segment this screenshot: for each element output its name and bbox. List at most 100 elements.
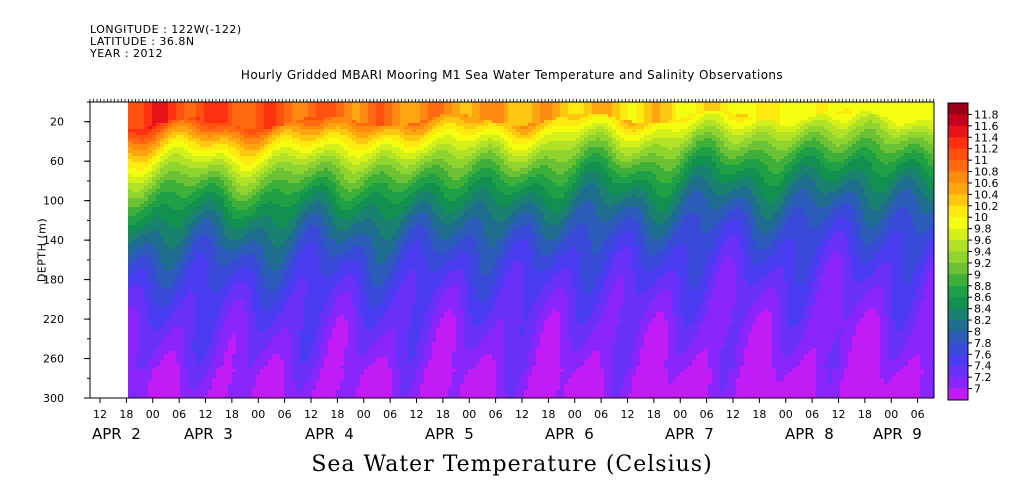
contour-cell bbox=[260, 327, 264, 330]
contour-cell bbox=[144, 159, 148, 162]
contour-cell bbox=[292, 345, 296, 348]
contour-cell bbox=[208, 375, 212, 378]
contour-cell bbox=[252, 348, 256, 351]
contour-cell bbox=[216, 324, 220, 327]
contour-cell bbox=[304, 357, 308, 360]
contour-cell bbox=[212, 147, 216, 150]
contour-cell bbox=[180, 219, 184, 222]
contour-cell bbox=[308, 153, 312, 156]
contour-cell bbox=[240, 273, 244, 276]
contour-cell bbox=[128, 285, 132, 288]
contour-cell bbox=[156, 123, 160, 126]
contour-cell bbox=[228, 180, 232, 183]
contour-cell bbox=[216, 105, 220, 108]
contour-cell bbox=[320, 117, 324, 120]
contour-cell bbox=[200, 141, 204, 144]
contour-cell bbox=[208, 243, 212, 246]
contour-cell bbox=[140, 135, 144, 138]
contour-cell bbox=[180, 243, 184, 246]
contour-cell bbox=[268, 120, 272, 123]
contour-cell bbox=[316, 159, 320, 162]
contour-cell bbox=[180, 372, 184, 375]
contour-cell bbox=[296, 195, 300, 198]
contour-cell bbox=[276, 162, 280, 165]
contour-cell bbox=[248, 108, 252, 111]
contour-cell bbox=[284, 150, 288, 153]
contour-cell bbox=[168, 321, 172, 324]
contour-cell bbox=[212, 348, 216, 351]
contour-cell bbox=[288, 288, 292, 291]
contour-cell bbox=[288, 336, 292, 339]
contour-cell bbox=[204, 237, 208, 240]
contour-cell bbox=[200, 237, 204, 240]
contour-cell bbox=[268, 147, 272, 150]
contour-cell bbox=[204, 177, 208, 180]
contour-cell bbox=[216, 294, 220, 297]
contour-cell bbox=[176, 321, 180, 324]
contour-cell bbox=[264, 177, 268, 180]
contour-cell bbox=[208, 300, 212, 303]
contour-cell bbox=[168, 153, 172, 156]
contour-cell bbox=[300, 387, 304, 390]
contour-cell bbox=[152, 249, 156, 252]
contour-cell bbox=[328, 204, 332, 207]
contour-cell bbox=[300, 120, 304, 123]
contour-cell bbox=[188, 357, 192, 360]
contour-cell bbox=[132, 123, 136, 126]
contour-cell bbox=[232, 105, 236, 108]
contour-cell bbox=[204, 387, 208, 390]
contour-cell bbox=[240, 264, 244, 267]
contour-cell bbox=[204, 156, 208, 159]
contour-cell bbox=[272, 378, 276, 381]
contour-cell bbox=[312, 144, 316, 147]
contour-cell bbox=[316, 177, 320, 180]
contour-cell bbox=[216, 360, 220, 363]
contour-cell bbox=[316, 162, 320, 165]
contour-cell bbox=[276, 372, 280, 375]
contour-cell bbox=[252, 150, 256, 153]
contour-cell bbox=[292, 180, 296, 183]
contour-cell bbox=[164, 285, 168, 288]
contour-cell bbox=[324, 333, 328, 336]
contour-cell bbox=[136, 192, 140, 195]
contour-cell bbox=[304, 255, 308, 258]
contour-cell bbox=[152, 300, 156, 303]
contour-cell bbox=[248, 327, 252, 330]
contour-cell bbox=[168, 240, 172, 243]
contour-cell bbox=[224, 222, 228, 225]
contour-cell bbox=[204, 336, 208, 339]
contour-cell bbox=[320, 111, 324, 114]
contour-cell bbox=[284, 312, 288, 315]
contour-cell bbox=[224, 282, 228, 285]
contour-cell bbox=[172, 261, 176, 264]
contour-cell bbox=[188, 144, 192, 147]
contour-cell bbox=[216, 198, 220, 201]
contour-cell bbox=[188, 276, 192, 279]
contour-cell bbox=[228, 336, 232, 339]
contour-cell bbox=[144, 255, 148, 258]
contour-cell bbox=[204, 282, 208, 285]
contour-cell bbox=[156, 246, 160, 249]
contour-cell bbox=[264, 357, 268, 360]
contour-cell bbox=[216, 279, 220, 282]
contour-cell bbox=[184, 225, 188, 228]
contour-cell bbox=[200, 324, 204, 327]
contour-cell bbox=[292, 261, 296, 264]
contour-cell bbox=[180, 150, 184, 153]
contour-cell bbox=[212, 171, 216, 174]
contour-cell bbox=[260, 240, 264, 243]
contour-cell bbox=[156, 108, 160, 111]
contour-cell bbox=[212, 330, 216, 333]
contour-cell bbox=[268, 153, 272, 156]
contour-cell bbox=[324, 234, 328, 237]
contour-cell bbox=[180, 354, 184, 357]
contour-cell bbox=[272, 111, 276, 114]
contour-cell bbox=[136, 108, 140, 111]
contour-cell bbox=[220, 225, 224, 228]
contour-cell bbox=[228, 351, 232, 354]
contour-cell bbox=[180, 120, 184, 123]
contour-cell bbox=[316, 375, 320, 378]
contour-cell bbox=[180, 177, 184, 180]
contour-cell bbox=[204, 255, 208, 258]
contour-cell bbox=[136, 225, 140, 228]
